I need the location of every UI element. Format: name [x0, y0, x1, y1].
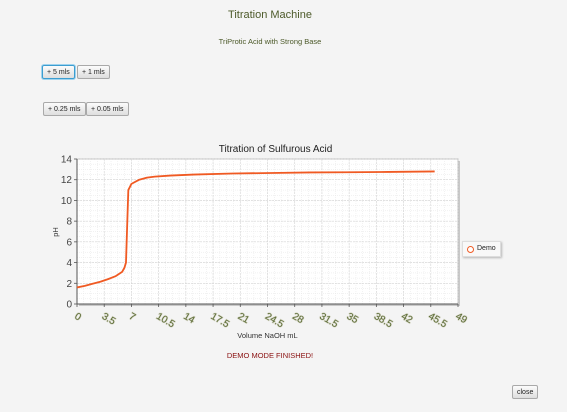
chart-title: Titration of Sulfurous Acid	[219, 144, 333, 155]
x-tick-label: 28	[290, 311, 306, 326]
x-tick-label: 21	[236, 311, 252, 326]
status-message: DEMO MODE FINISHED!	[226, 351, 314, 360]
y-tick-label: 4	[66, 258, 72, 269]
x-tick-label: 42	[399, 311, 415, 326]
add-1-mls-button[interactable]: + 1 mls	[77, 65, 110, 79]
x-axis-label: Volume NaOH mL	[237, 331, 297, 340]
add-0-25-mls-button[interactable]: + 0.25 mls	[43, 102, 86, 116]
x-tick-label: 24.5	[263, 311, 286, 330]
y-axis-label: pH	[51, 227, 60, 237]
x-tick-label: 14	[181, 311, 197, 326]
app-title: Titration Machine	[228, 9, 312, 21]
legend-marker-icon	[467, 245, 474, 253]
series-line-demo	[76, 170, 435, 289]
add-0-05-mls-button[interactable]: + 0.05 mls	[86, 102, 129, 116]
close-button[interactable]: close	[512, 385, 539, 399]
y-tick-label: 2	[66, 279, 72, 290]
x-tick-label: 35	[345, 311, 361, 326]
x-tick-label: 3.5	[100, 311, 118, 328]
x-tick-label: 0	[73, 311, 84, 324]
x-tick-label: 31.5	[317, 311, 340, 330]
y-tick-label: 12	[61, 175, 73, 186]
add-5-mls-button[interactable]: + 5 mls	[42, 65, 75, 79]
app-subtitle: TriProtic Acid with Strong Base	[218, 37, 322, 46]
x-tick-label: 45.5	[426, 311, 449, 330]
chart-legend: Demo	[462, 241, 501, 257]
x-tick-label: 10.5	[154, 311, 177, 330]
y-tick-label: 14	[61, 155, 73, 166]
legend-label-demo: Demo	[477, 245, 496, 252]
y-tick-label: 0	[66, 300, 72, 311]
y-tick-label: 8	[66, 217, 72, 228]
y-tick-label: 6	[66, 237, 72, 248]
y-tick-label: 10	[61, 196, 73, 207]
x-tick-label: 38.5	[372, 311, 395, 330]
x-tick-label: 49	[454, 311, 470, 326]
x-tick-label: 17.5	[209, 311, 232, 330]
x-tick-label: 7	[127, 311, 138, 324]
